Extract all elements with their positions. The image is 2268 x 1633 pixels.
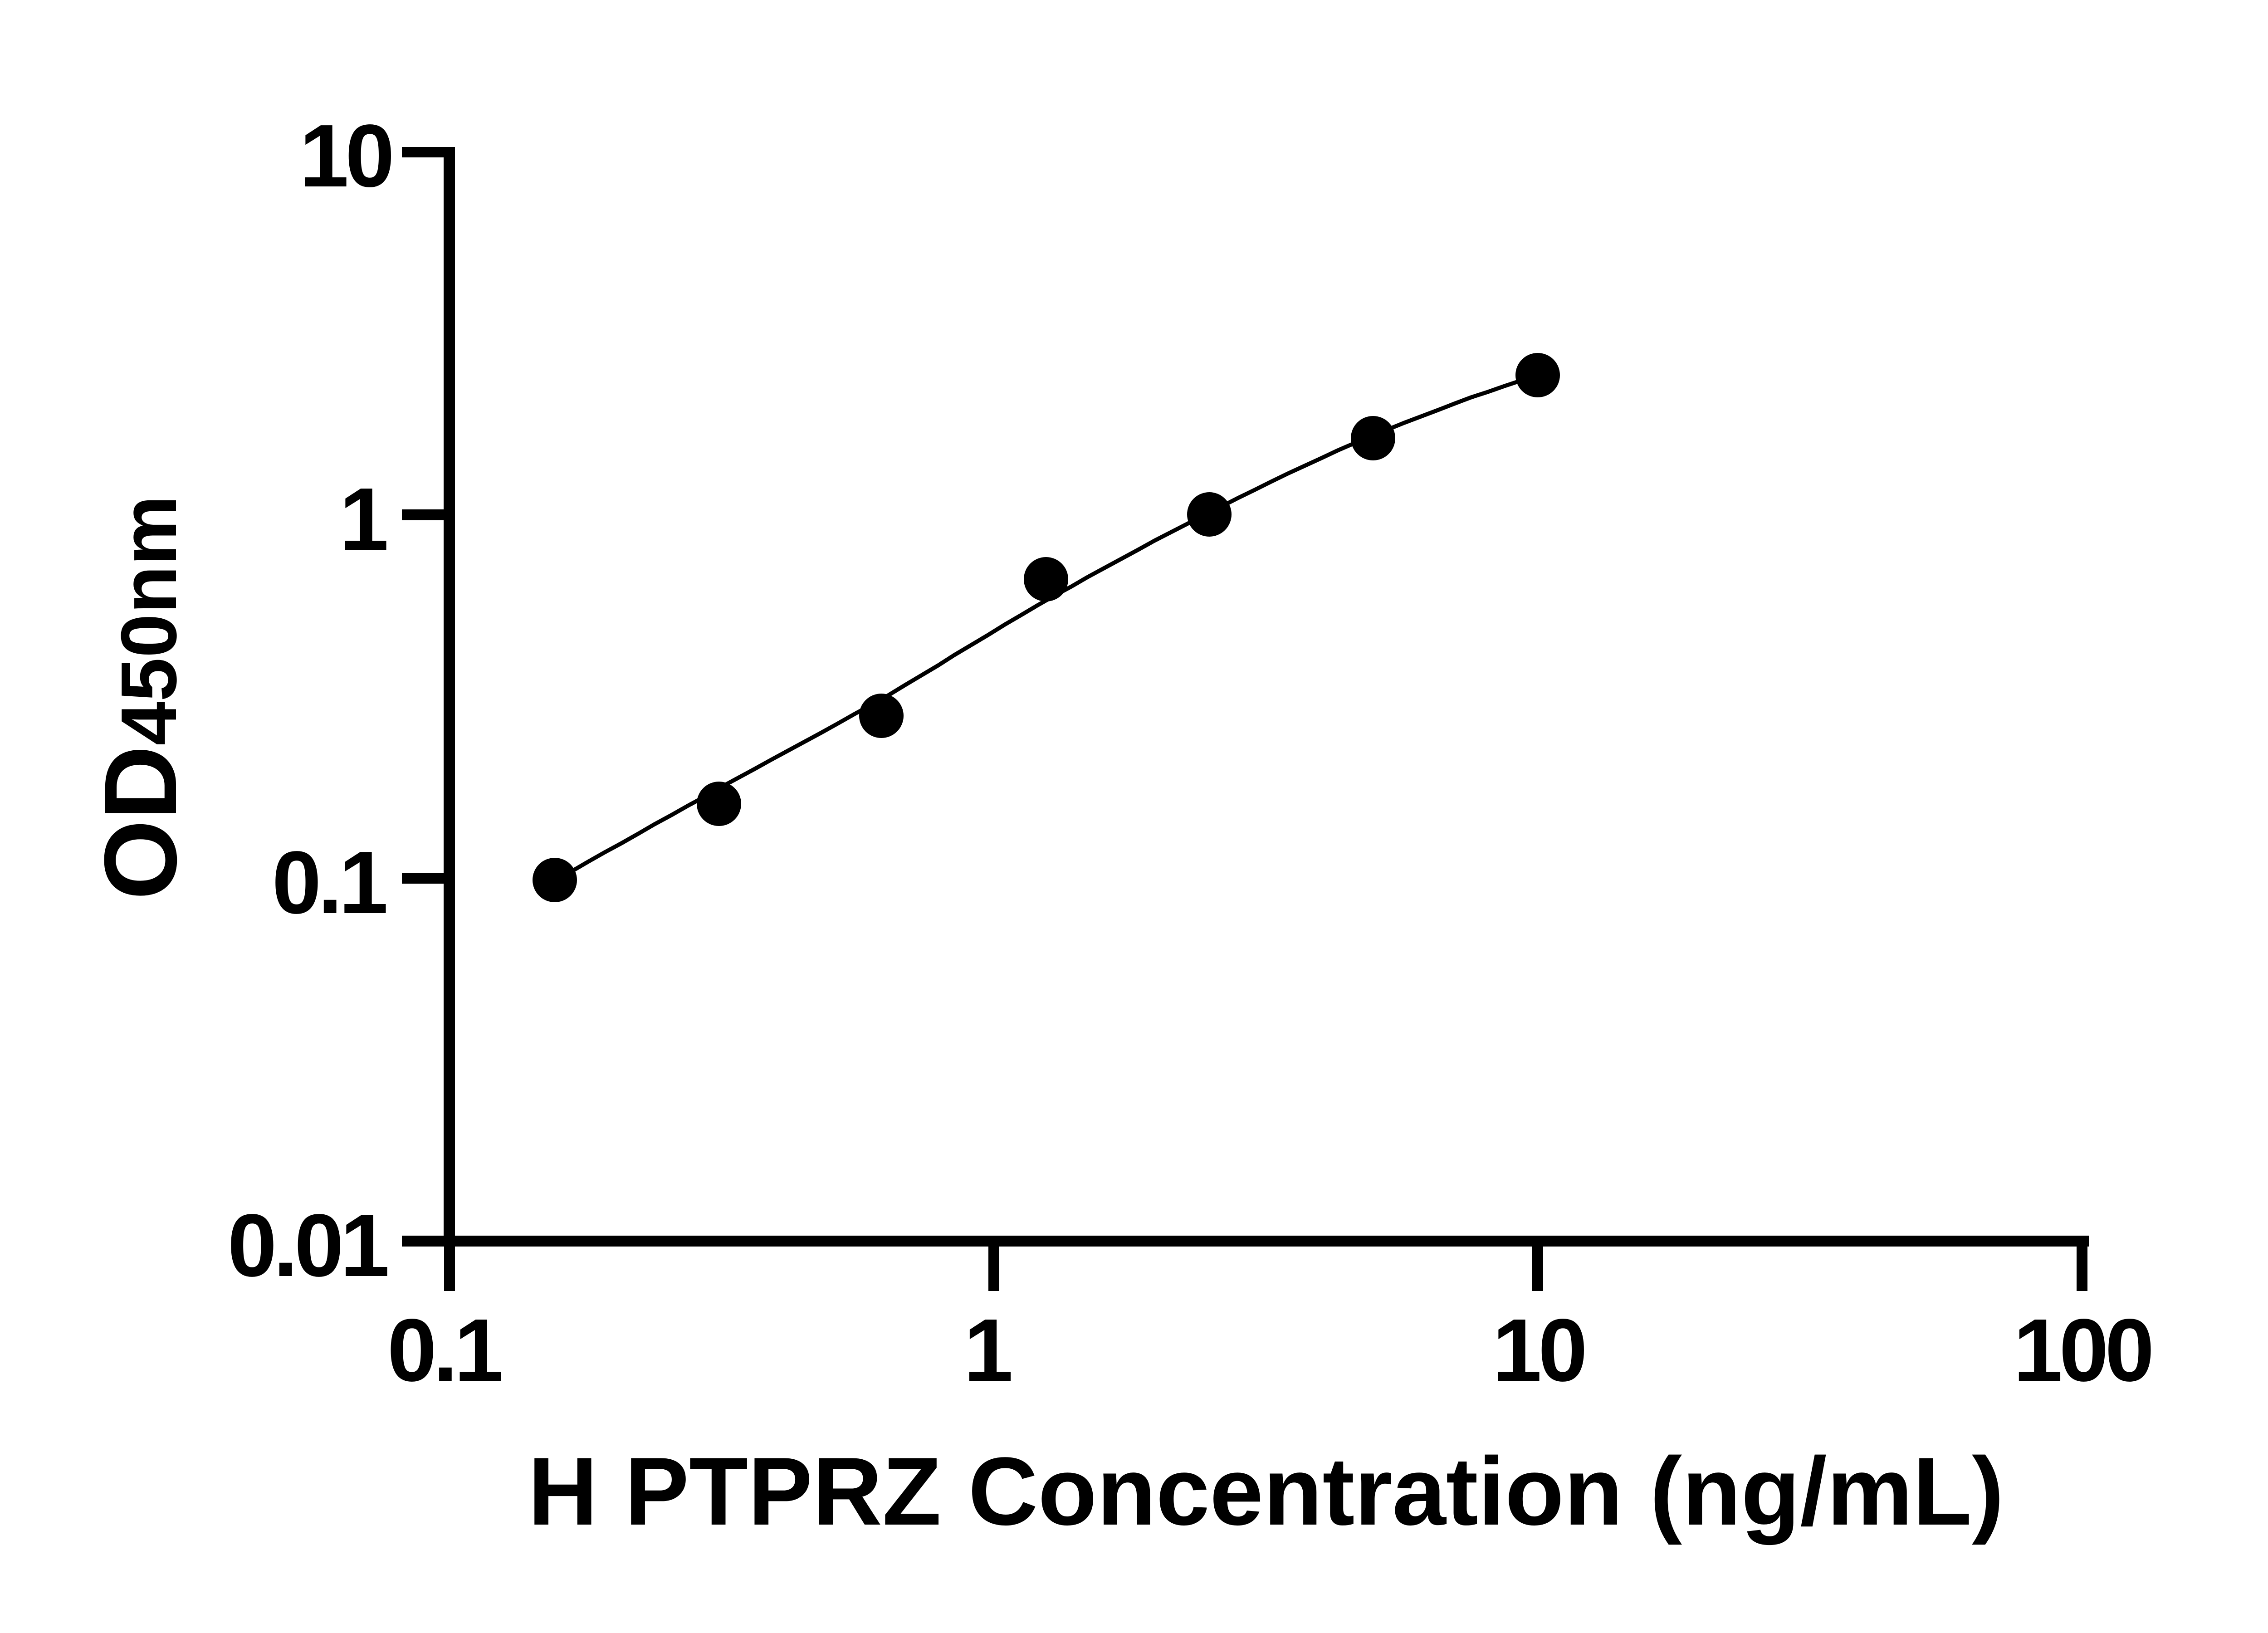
svg-text:H PTPRZ Concentration (ng/mL): H PTPRZ Concentration (ng/mL) <box>528 1437 2004 1545</box>
svg-text:0.01: 0.01 <box>228 1196 387 1295</box>
svg-text:OD450nm: OD450nm <box>83 495 198 900</box>
svg-text:100: 100 <box>2013 1301 2151 1400</box>
svg-text:10: 10 <box>299 106 391 205</box>
svg-text:10: 10 <box>1492 1301 1584 1400</box>
svg-text:1: 1 <box>963 1301 1011 1400</box>
svg-text:0.1: 0.1 <box>272 833 386 932</box>
svg-text:1: 1 <box>339 469 386 569</box>
svg-text:0.1: 0.1 <box>387 1301 501 1400</box>
